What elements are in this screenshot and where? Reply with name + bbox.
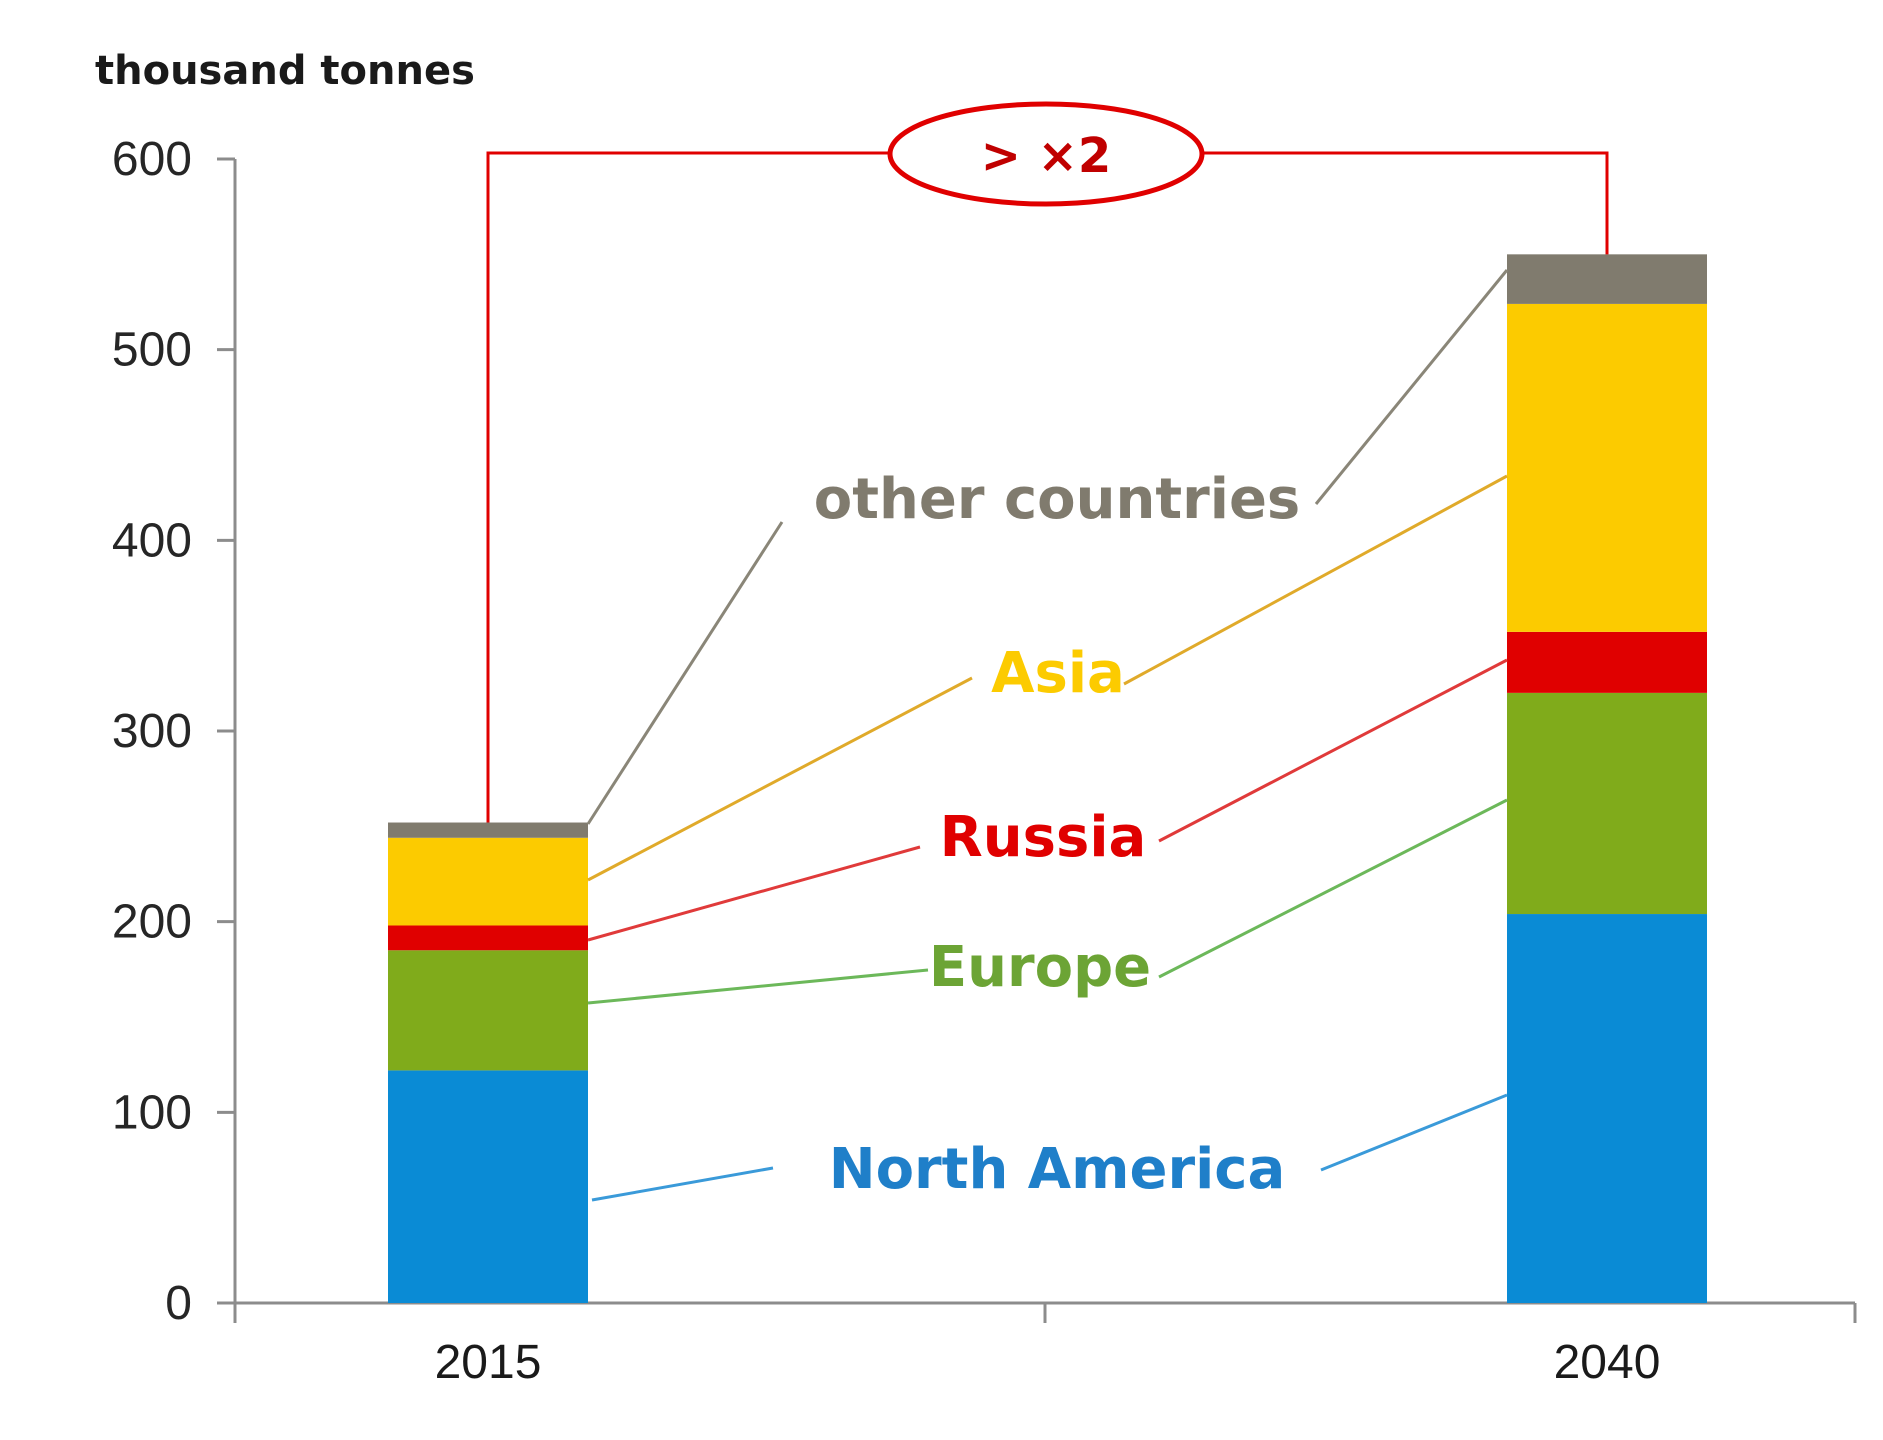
leader-line-north-america-2040: [1320, 1093, 1508, 1172]
y-tick-label: 600: [112, 133, 192, 186]
bar-segment-europe-2015: [388, 950, 588, 1071]
bar-segment-europe-2040: [1507, 692, 1707, 915]
x-tick-label: 2040: [1554, 1336, 1661, 1389]
x-tick-label: 2015: [435, 1336, 542, 1389]
series-labels: North America Europe Russia Asia other count…: [814, 467, 1301, 1202]
y-tick-label: 500: [112, 324, 192, 377]
leader-line-russia-2015: [587, 845, 921, 942]
series-label-other-countries: other countries: [814, 467, 1301, 532]
bar-segment-other-countries-2040: [1507, 254, 1707, 304]
series-label-europe: Europe: [929, 935, 1151, 1000]
leader-line-other-countries-2040: [1314, 269, 1509, 505]
bar-segment-north-america-2015: [388, 1070, 588, 1303]
leader-line-asia-2015: [587, 676, 973, 882]
doubling-annotation-text: > ×2: [981, 128, 1112, 184]
y-axis-unit-label: thousand tonnes: [95, 48, 475, 94]
leader-lines: [586, 269, 1509, 1202]
bars: [388, 254, 1707, 1303]
series-label-russia: Russia: [940, 805, 1147, 870]
leader-line-other-countries-2015: [586, 521, 784, 825]
leader-line-russia-2040: [1158, 658, 1508, 843]
y-tick-label: 100: [112, 1086, 192, 1139]
series-label-asia: Asia: [991, 641, 1125, 706]
series-label-north-america: North America: [829, 1137, 1286, 1202]
axes: 0 100 200 300 400 500 600 2015 2040: [112, 133, 1857, 1389]
bar-segment-other-countries-2015: [388, 822, 588, 838]
doubling-ellipse: [887, 101, 1205, 207]
bar-segment-asia-2015: [388, 837, 588, 926]
y-tick-label: 200: [112, 896, 192, 949]
y-tick-label: 300: [112, 705, 192, 758]
leader-line-europe-2040: [1158, 798, 1508, 979]
leader-line-asia-2040: [1123, 474, 1508, 686]
y-tick-label: 0: [165, 1277, 192, 1330]
bar-segment-asia-2040: [1507, 303, 1707, 632]
leader-line-north-america-2015: [591, 1166, 774, 1202]
doubling-annotation: > ×2: [486, 101, 1609, 823]
bar-segment-russia-2015: [388, 925, 588, 951]
leader-line-europe-2015: [587, 968, 929, 1005]
bar-segment-north-america-2040: [1507, 914, 1707, 1303]
y-tick-label: 400: [112, 514, 192, 567]
bar-segment-russia-2040: [1507, 631, 1707, 693]
